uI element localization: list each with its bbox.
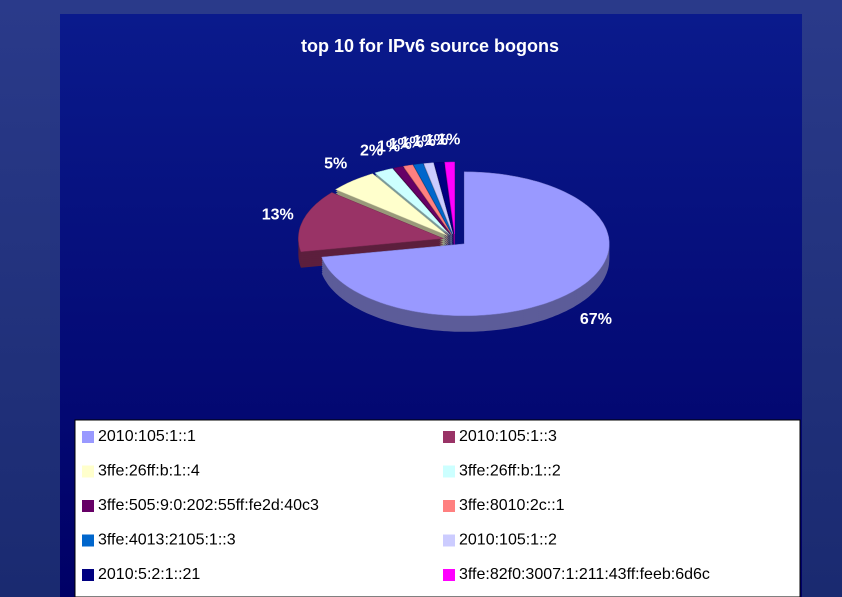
legend-label: 2010:105:1::1 [98, 428, 196, 445]
legend-swatch [82, 431, 94, 443]
legend-label: 3ffe:26ff:b:1::4 [98, 463, 200, 480]
slice-side [434, 164, 454, 237]
slice [335, 173, 448, 236]
legend-swatch [82, 465, 94, 478]
slice [402, 164, 452, 235]
slice [423, 162, 454, 235]
data-label: 1% [425, 132, 448, 149]
legend-swatch [443, 500, 455, 512]
data-label: 1% [401, 134, 424, 151]
slice [374, 168, 450, 235]
data-label: 1% [413, 133, 436, 150]
chart-title: top 10 for IPv6 source bogons [301, 36, 559, 56]
legend-label: 3ffe:505:9:0:202:55ff:fe2d:40c3 [98, 497, 319, 514]
slice [393, 166, 451, 235]
data-label: 2% [360, 143, 383, 160]
slice [298, 192, 444, 253]
legend-label: 3ffe:4013:2105:1::3 [98, 532, 236, 549]
legend-swatch [82, 500, 94, 512]
slice [444, 161, 455, 235]
data-label: 13% [262, 206, 294, 223]
legend-swatch [443, 431, 455, 443]
legend-swatch [443, 465, 455, 478]
data-label: 1% [377, 138, 400, 155]
legend-label: 3ffe:8010:2c::1 [459, 497, 565, 514]
legend-swatch [82, 534, 94, 547]
legend-swatch [443, 569, 455, 581]
data-label: 67% [580, 311, 612, 328]
legend-swatch [443, 534, 455, 547]
legend-label: 2010:5:2:1::21 [98, 566, 200, 583]
legend-box [74, 419, 801, 597]
legend-label: 2010:105:1::2 [459, 532, 557, 549]
legend-label: 3ffe:82f0:3007:1:211:43ff:feeb:6d6c [459, 566, 710, 583]
data-label: 1% [437, 132, 460, 149]
legend-label: 3ffe:26ff:b:1::2 [459, 463, 561, 480]
data-label: 1% [389, 136, 412, 153]
slice [433, 161, 455, 235]
legend-label: 2010:105:1::3 [459, 428, 557, 445]
slice [413, 163, 453, 235]
data-label: 5% [324, 156, 347, 173]
slice [321, 171, 610, 317]
legend-swatch [82, 569, 94, 581]
